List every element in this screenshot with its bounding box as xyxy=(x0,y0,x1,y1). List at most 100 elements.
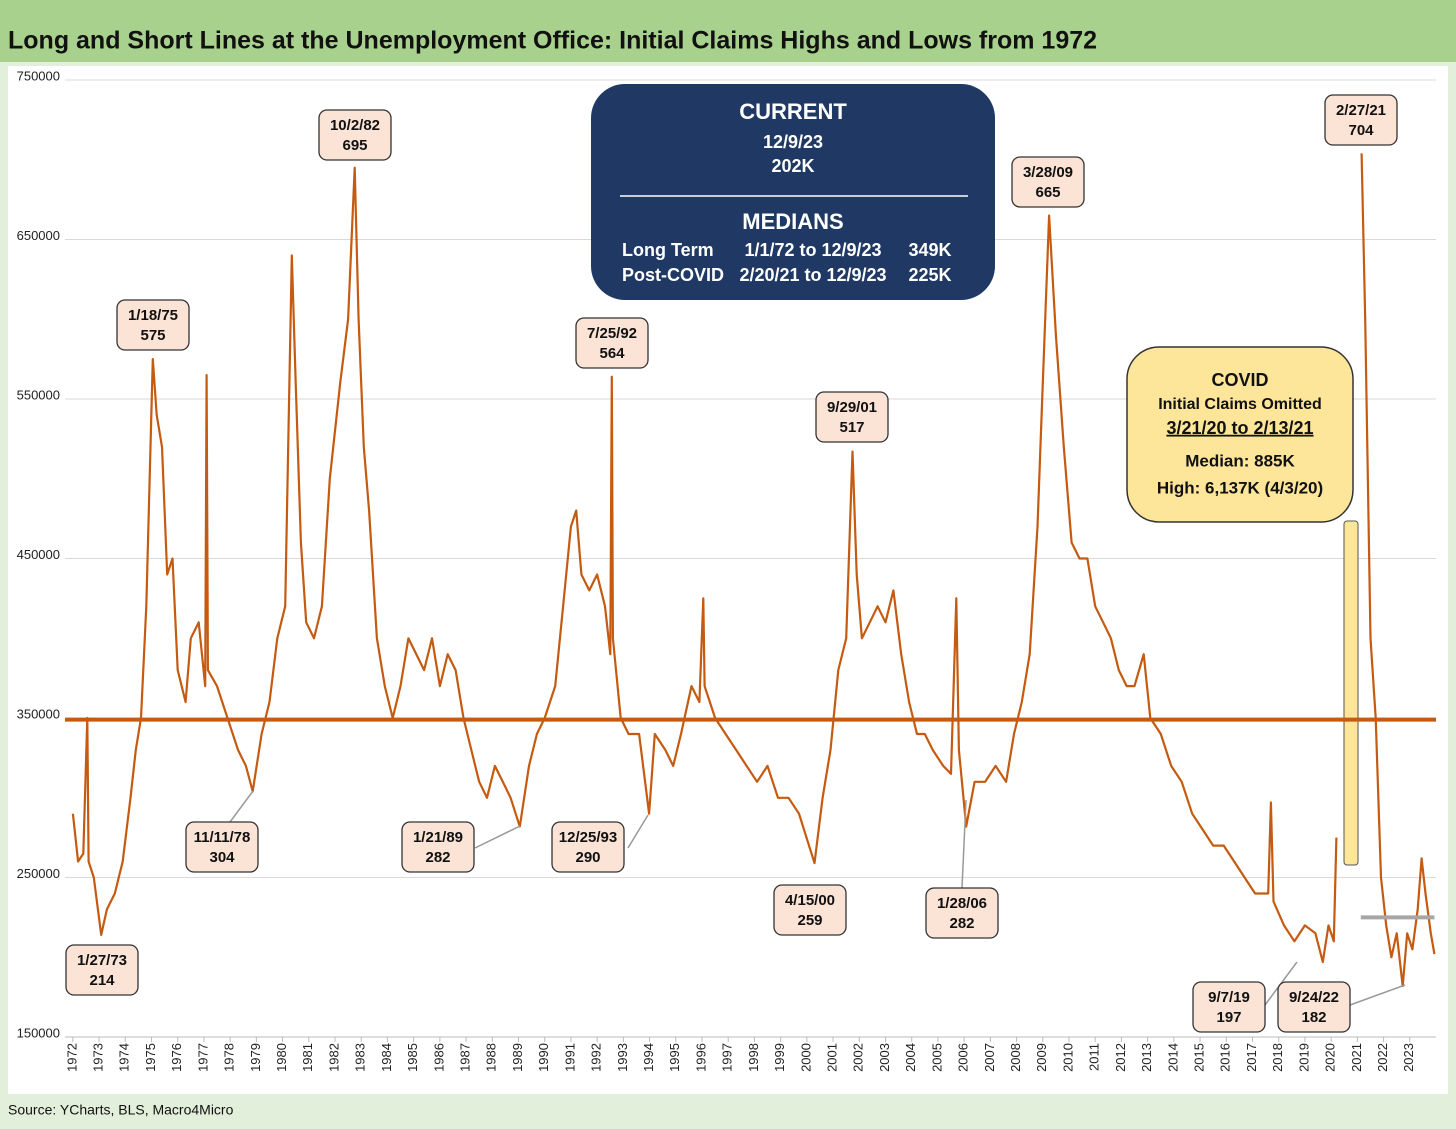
callout-date: 1/18/75 xyxy=(128,307,178,324)
y-tick-label: 150000 xyxy=(17,1025,60,1040)
callout-box xyxy=(925,887,999,939)
x-tick-label: 2016 xyxy=(1218,1043,1233,1072)
x-tick-label: 1978 xyxy=(222,1043,237,1072)
annotations: 1/27/73 214 1/18/75 575 11/11/78 304 10/2/82 69… xyxy=(65,94,1406,1033)
callout-value: 517 xyxy=(839,419,864,436)
callout-box xyxy=(65,944,139,996)
marks xyxy=(65,153,1436,988)
x-tick-label: 2021 xyxy=(1349,1043,1364,1072)
callout-date: 2/27/21 xyxy=(1336,102,1386,119)
x-tick-label: 1993 xyxy=(615,1043,630,1072)
row-range: 1/1/72 to 12/9/23 xyxy=(744,240,881,260)
x-tick-label: 1999 xyxy=(772,1043,787,1072)
x-tick-label: 1974 xyxy=(117,1043,132,1072)
callout-value: 704 xyxy=(1348,122,1374,139)
callout-value: 575 xyxy=(140,327,165,344)
callout-date: 9/24/22 xyxy=(1289,989,1339,1006)
x-tick-label: 1995 xyxy=(667,1043,682,1072)
x-tick-label: 2015 xyxy=(1192,1043,1207,1072)
callout-box xyxy=(185,821,259,873)
callout-value: 290 xyxy=(575,849,600,866)
callout-value: 182 xyxy=(1301,1009,1326,1026)
callout-box xyxy=(1324,94,1398,146)
callout-value: 197 xyxy=(1216,1009,1241,1026)
claims-line xyxy=(71,166,1338,964)
x-tick-label: 2002 xyxy=(851,1043,866,1072)
x-tick-label: 1980 xyxy=(274,1043,289,1072)
x-tick-label: 2012 xyxy=(1113,1043,1128,1072)
x-tick-label: 2013 xyxy=(1139,1043,1154,1072)
callout-value: 304 xyxy=(209,849,235,866)
x-tick-label: 2006 xyxy=(956,1043,971,1072)
row-value: 349K xyxy=(908,240,951,260)
y-tick-label: 450000 xyxy=(17,547,60,562)
x-tick-label: 2018 xyxy=(1270,1043,1285,1072)
heading: CURRENT xyxy=(739,99,847,124)
covid-box: COVID Initial Claims Omitted 3/21/20 to … xyxy=(1126,346,1354,523)
high: High: 6,137K (4/3/20) xyxy=(1157,478,1323,497)
callout-box xyxy=(551,821,625,873)
y-tick-label: 350000 xyxy=(17,706,60,721)
x-tick-label: 1992 xyxy=(589,1043,604,1072)
x-tick-label: 2022 xyxy=(1375,1043,1390,1072)
callout-box xyxy=(815,391,889,443)
x-tick-label: 2010 xyxy=(1060,1043,1075,1072)
x-tick-label: 1989 xyxy=(510,1043,525,1072)
connector xyxy=(961,799,967,889)
current-box: CURRENT 12/9/23 202K MEDIANS Long Term 1… xyxy=(591,84,995,300)
row-value: 225K xyxy=(908,265,951,285)
row-label: Long Term xyxy=(622,240,714,260)
covid-gap-bar xyxy=(1343,520,1359,866)
x-tick-label: 1972 xyxy=(64,1043,79,1072)
x-tick-label: 1991 xyxy=(562,1043,577,1072)
callout-value: 282 xyxy=(949,915,974,932)
x-tick-label: 2003 xyxy=(877,1043,892,1072)
x-tick-label: 1982 xyxy=(326,1043,341,1072)
median: Median: 885K xyxy=(1185,451,1295,470)
box xyxy=(591,84,995,300)
x-tick-label: 2009 xyxy=(1034,1043,1049,1072)
callout-date: 4/15/00 xyxy=(785,892,835,909)
heading: MEDIANS xyxy=(742,209,843,234)
callout-date: 11/11/78 xyxy=(194,829,251,846)
x-tick-label: 1994 xyxy=(641,1043,656,1072)
line: Initial Claims Omitted xyxy=(1158,396,1322,413)
range: 3/21/20 to 2/13/21 xyxy=(1166,418,1313,438)
callout-value: 214 xyxy=(89,972,115,989)
connector xyxy=(1349,984,1406,1006)
x-tick-label: 1988 xyxy=(484,1043,499,1072)
x-tick-label: 1973 xyxy=(91,1043,106,1072)
x-tick-label: 1981 xyxy=(300,1043,315,1072)
callout-box xyxy=(318,109,392,161)
callout-value: 282 xyxy=(425,849,450,866)
callout-date: 7/25/92 xyxy=(587,325,637,342)
callout-box xyxy=(1192,981,1266,1033)
callout-value: 665 xyxy=(1035,184,1060,201)
x-tick-label: 1997 xyxy=(720,1043,735,1072)
connector xyxy=(474,825,521,849)
row-label: Post-COVID xyxy=(622,265,724,285)
x-tick-label: 1990 xyxy=(536,1043,551,1072)
x-tick-label: 2014 xyxy=(1165,1043,1180,1072)
title-band xyxy=(0,0,1456,62)
callout-value: 259 xyxy=(797,912,822,929)
box xyxy=(1126,346,1354,523)
callout-value: 695 xyxy=(342,137,367,154)
callout-box xyxy=(1277,981,1351,1033)
x-tick-label: 2011 xyxy=(1087,1043,1102,1071)
connector xyxy=(229,790,254,823)
callout-box xyxy=(773,884,847,936)
x-tick-label: 2008 xyxy=(1008,1043,1023,1072)
x-tick-label: 1976 xyxy=(169,1043,184,1072)
x-tick-label: 2000 xyxy=(798,1043,813,1072)
x-tick-label: 1996 xyxy=(693,1043,708,1072)
callout-date: 1/21/89 xyxy=(413,829,463,846)
callout-box xyxy=(401,821,475,873)
x-tick-label: 1986 xyxy=(431,1043,446,1072)
x-tick-label: 2005 xyxy=(929,1043,944,1072)
callout-value: 564 xyxy=(599,345,625,362)
callout-date: 3/28/09 xyxy=(1023,164,1073,181)
y-tick-label: 650000 xyxy=(17,228,60,243)
callout-box xyxy=(575,317,649,369)
